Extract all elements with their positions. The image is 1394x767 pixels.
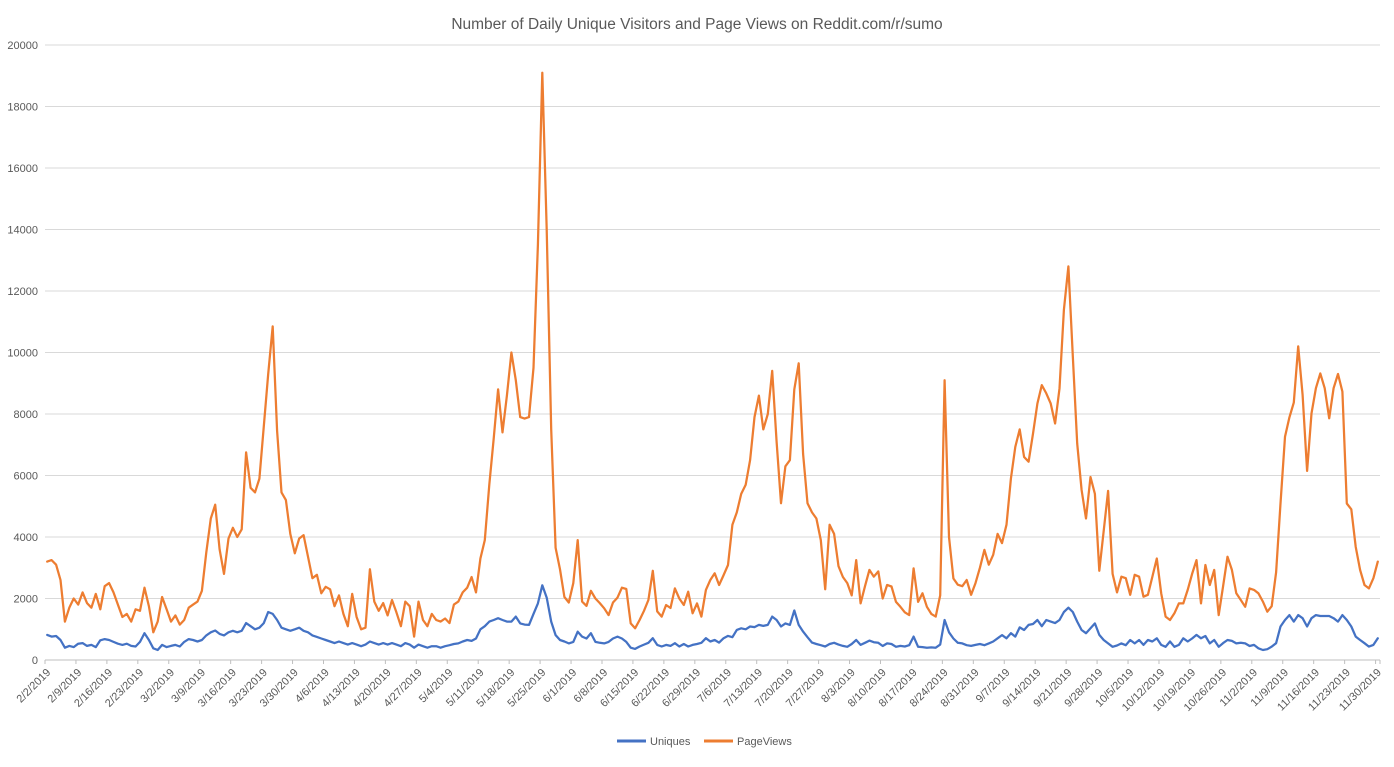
pageviews-line <box>46 71 1379 638</box>
y-tick-label: 18000 <box>7 102 38 114</box>
series-lines <box>46 71 1379 652</box>
x-axis-ticks <box>44 660 1381 664</box>
y-tick-label: 0 <box>32 655 38 667</box>
y-tick-label: 14000 <box>7 225 38 237</box>
y-tick-label: 6000 <box>14 471 38 483</box>
gridlines <box>45 44 1380 661</box>
y-tick-label: 10000 <box>7 348 38 360</box>
legend: Uniques PageViews <box>617 736 792 748</box>
y-tick-label: 4000 <box>14 532 38 544</box>
chart-title: Number of Daily Unique Visitors and Page… <box>451 16 942 33</box>
legend-label-pageviews: PageViews <box>737 736 792 748</box>
y-tick-label: 8000 <box>14 409 38 421</box>
y-tick-label: 12000 <box>7 286 38 298</box>
uniques-line <box>46 584 1379 652</box>
y-tick-label: 16000 <box>7 163 38 175</box>
y-tick-label: 20000 <box>7 40 38 52</box>
y-axis-labels: 0 2000 4000 6000 8000 10000 12000 14000 16000 180… <box>7 40 38 667</box>
y-tick-label: 2000 <box>14 594 38 606</box>
legend-label-uniques: Uniques <box>650 736 691 748</box>
x-axis-labels: 2/2/20192/9/20192/16/20192/23/20193/2/20… <box>15 667 1384 714</box>
